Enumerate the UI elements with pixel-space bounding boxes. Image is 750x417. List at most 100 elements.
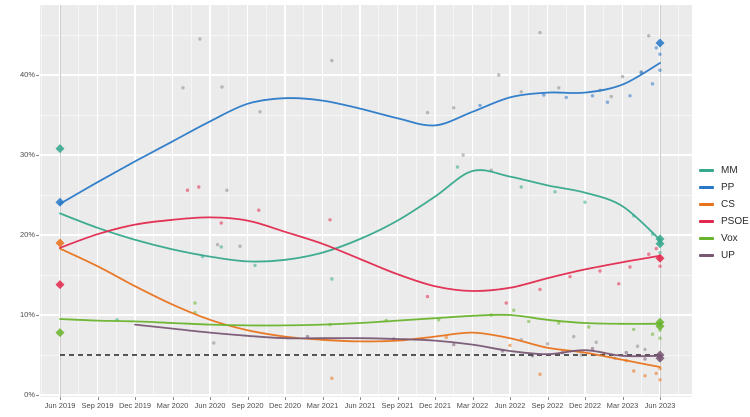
x-tick-label: Mar 2021 <box>306 401 339 410</box>
scatter-point-other <box>545 342 550 346</box>
scatter-point-mm <box>455 165 460 169</box>
scatter-point-psoe <box>185 188 190 192</box>
scatter-point-mm <box>583 200 587 204</box>
scatter-point-vox <box>557 321 561 325</box>
gridline-minor-v <box>78 5 80 397</box>
legend-key-up <box>699 254 714 257</box>
legend-label-vox: Vox <box>721 233 738 244</box>
x-tick-label: Sep 2022 <box>531 401 564 410</box>
legend-item-pp: PP <box>699 179 749 196</box>
legend-key-vox <box>699 237 714 240</box>
scatter-point-psoe <box>654 246 658 251</box>
scatter-point-mm <box>330 277 334 281</box>
scatter-point-psoe <box>197 185 201 189</box>
y-tick-mark <box>36 235 39 236</box>
scatter-point-other <box>238 244 242 248</box>
x-tick-mark <box>547 397 549 400</box>
scatter-point-mm <box>658 250 662 255</box>
scatter-point-other <box>181 86 185 90</box>
y-tick-label: 30% <box>19 150 35 159</box>
election-result-diamond-pp <box>55 197 65 207</box>
scatter-point-pp <box>650 82 655 86</box>
legend: MM PP CS PSOE Vox UP <box>699 162 749 264</box>
election-result-diamond-psoe <box>55 280 65 290</box>
scatter-point-other <box>225 188 229 192</box>
gridline-major-v <box>509 5 511 397</box>
scatter-point-pp <box>654 46 658 50</box>
x-tick-mark <box>210 397 211 400</box>
gridline-minor-v <box>528 5 530 397</box>
scatter-point-other <box>643 347 647 352</box>
legend-item-psoe: PSOE <box>699 213 749 230</box>
x-tick-mark <box>397 397 399 400</box>
x-tick-label: Jun 2023 <box>644 401 676 410</box>
scatter-point-mm <box>253 263 257 268</box>
scatter-point-psoe <box>538 287 542 292</box>
legend-label-pp: PP <box>721 182 735 193</box>
scatter-point-pp <box>564 95 568 100</box>
scatter-point-pp <box>658 52 662 56</box>
gridline-minor-v <box>565 5 567 397</box>
x-tick-mark <box>435 397 436 400</box>
gridline-minor-h <box>40 194 692 196</box>
scatter-point-vox <box>437 318 441 322</box>
scatter-point-psoe <box>647 252 651 256</box>
scatter-point-cs <box>654 371 658 376</box>
gridline-minor-v <box>453 5 455 397</box>
scatter-point-vox <box>587 325 591 329</box>
gridline-minor-v <box>153 5 155 397</box>
chart-panel <box>40 5 692 397</box>
x-tick-mark <box>322 397 324 400</box>
gridline-minor-v <box>378 5 380 397</box>
y-tick-label: 10% <box>19 310 35 319</box>
election-result-diamond-up <box>655 353 665 363</box>
gridline-minor-v <box>415 5 417 397</box>
scatter-point-vox <box>632 327 636 332</box>
gridline-major-v <box>134 5 136 397</box>
election-result-diamond-cs <box>55 238 65 248</box>
scatter-point-mm <box>553 190 557 194</box>
scatter-point-other <box>330 58 334 63</box>
election-result-diamond-mm <box>55 144 65 154</box>
x-tick-label: Mar 2020 <box>156 401 189 410</box>
trend-line-pp <box>59 62 661 205</box>
scatter-point-pp <box>478 103 482 108</box>
gridline-major-v <box>621 5 624 397</box>
x-tick-label: Jun 2022 <box>494 401 526 410</box>
y-tick-label: 20% <box>19 230 35 239</box>
scatter-point-other <box>212 341 216 345</box>
gridline-minor-v <box>190 5 192 397</box>
y-tick-label: 40% <box>19 70 35 79</box>
x-tick-mark <box>247 397 249 400</box>
x-tick-mark <box>472 397 474 400</box>
gridline-major-h <box>40 74 692 76</box>
gridline-major-h <box>40 234 692 236</box>
trend-line-cs <box>59 247 661 368</box>
scatter-point-up <box>452 342 456 347</box>
gridline-minor-v <box>303 5 305 397</box>
gridline-minor-h <box>40 274 692 276</box>
scatter-point-other <box>609 94 613 99</box>
x-tick-label: Sep 2020 <box>231 401 264 410</box>
gridline-major-v <box>471 5 474 397</box>
x-tick-label: Dec 2022 <box>568 401 602 410</box>
scatter-point-pp <box>590 94 595 98</box>
scatter-point-other <box>215 242 220 247</box>
x-tick-label: Mar 2023 <box>606 401 639 410</box>
gridline-minor-v <box>490 5 492 397</box>
legend-item-up: UP <box>699 247 749 264</box>
legend-key-psoe <box>699 220 714 223</box>
scatter-point-vox <box>193 301 197 305</box>
legend-item-mm: MM <box>699 162 749 179</box>
gridline-major-v <box>434 5 436 397</box>
scatter-point-other <box>519 90 523 94</box>
scatter-point-cs <box>632 369 636 373</box>
gridline-minor-v <box>640 5 642 397</box>
x-tick-mark <box>172 397 174 400</box>
scatter-point-cs <box>508 343 512 348</box>
gridline-major-v <box>246 5 249 397</box>
gridline-major-h <box>40 314 692 316</box>
legend-key-pp <box>699 186 714 189</box>
scatter-point-psoe <box>328 218 332 222</box>
x-tick-mark <box>135 397 136 400</box>
